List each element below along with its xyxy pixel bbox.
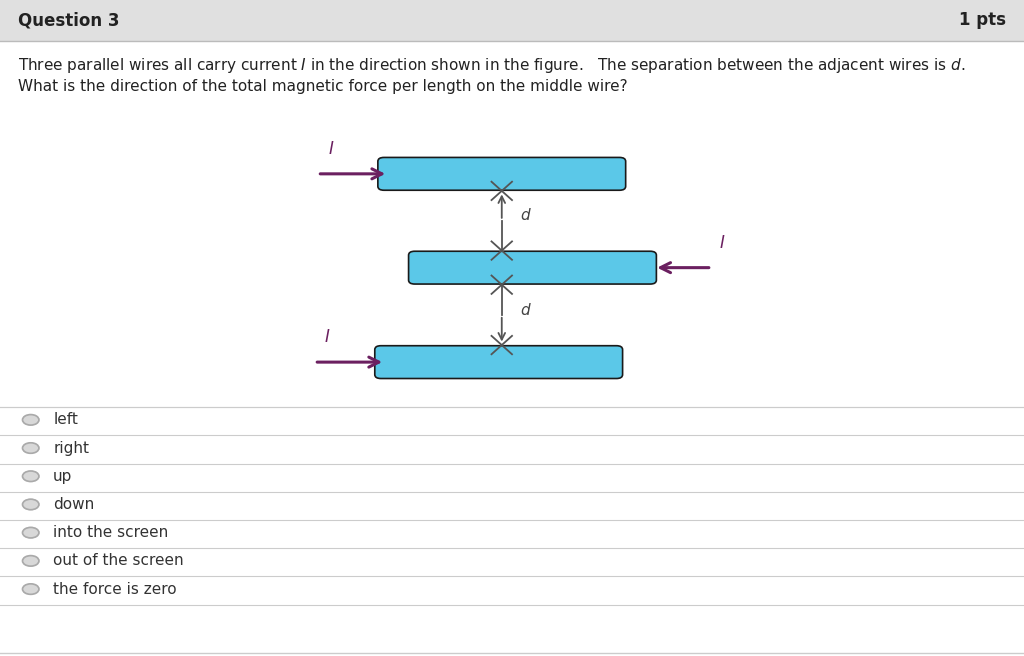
Circle shape [23,471,39,482]
Text: the force is zero: the force is zero [53,582,177,596]
Text: 1 pts: 1 pts [958,11,1006,30]
FancyBboxPatch shape [375,346,623,379]
Circle shape [23,443,39,453]
Circle shape [23,556,39,566]
Text: $I$: $I$ [719,234,725,252]
Circle shape [23,499,39,510]
FancyBboxPatch shape [0,0,1024,41]
Text: up: up [53,469,73,483]
Text: left: left [53,413,78,427]
Text: right: right [53,441,89,455]
Text: $d$: $d$ [520,207,531,224]
Circle shape [23,527,39,538]
FancyBboxPatch shape [409,251,656,284]
Text: $d$: $d$ [520,302,531,318]
FancyBboxPatch shape [378,157,626,190]
Text: into the screen: into the screen [53,525,169,540]
Circle shape [23,584,39,594]
Text: out of the screen: out of the screen [53,554,184,568]
Text: $I$: $I$ [325,328,331,346]
Text: What is the direction of the total magnetic force per length on the middle wire?: What is the direction of the total magne… [18,79,628,94]
Text: down: down [53,497,94,512]
Text: Question 3: Question 3 [18,11,120,30]
Text: $I$: $I$ [328,140,334,158]
Circle shape [23,415,39,425]
Text: Three parallel wires all carry current $\it{I}$ in the direction shown in the fi: Three parallel wires all carry current $… [18,56,966,75]
